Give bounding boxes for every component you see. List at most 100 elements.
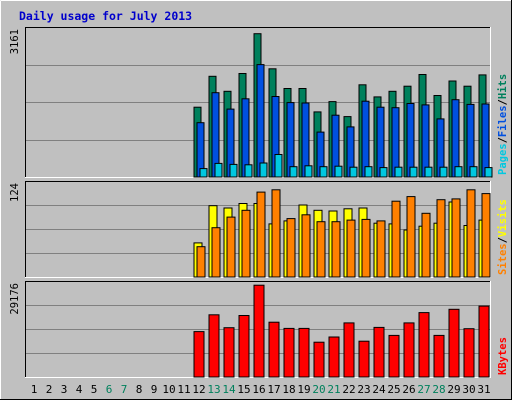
bar-sites-day-31 [481,193,491,278]
bar-kbytes-day-26 [403,322,415,378]
bar-kbytes-day-22 [343,322,355,378]
bar-kbytes-day-27 [418,312,430,378]
bar-sites-day-13 [211,227,221,278]
panel-max-label: 29176 [9,283,21,315]
bar-pages-day-12 [199,168,208,178]
bar-sites-day-19 [301,214,311,278]
bar-sites-day-17 [271,189,281,278]
bar-sites-day-20 [316,221,326,278]
legend-entry: Visits [497,199,509,237]
bar-sites-day-27 [421,212,431,278]
legend-entry: / [497,137,509,143]
bar-sites-day-12 [196,246,206,278]
x-tick-label: 1 [31,383,38,396]
bar-kbytes-day-18 [283,327,295,378]
x-tick-label: 4 [76,383,83,396]
x-tick-label: 21 [327,383,340,396]
x-tick-label: 8 [136,383,143,396]
bar-kbytes-day-14 [223,327,235,378]
bar-sites-day-30 [466,189,476,278]
bar-pages-day-31 [484,167,493,178]
bar-kbytes-day-19 [298,327,310,378]
bar-sites-day-23 [361,218,371,278]
bar-sites-day-24 [376,220,386,278]
bar-pages-day-13 [214,162,223,178]
bar-sites-day-29 [451,198,461,278]
bar-pages-day-16 [259,162,268,178]
bar-sites-day-18 [286,218,296,278]
bar-kbytes-day-28 [433,334,445,378]
bar-kbytes-day-17 [268,321,280,378]
x-tick-label: 5 [91,383,98,396]
bar-pages-day-27 [424,166,433,178]
x-tick-label: 20 [312,383,325,396]
x-tick-label: 11 [177,383,190,396]
x-tick-label: 7 [121,383,128,396]
legend-entry: Sites [497,243,509,275]
panels-group: 3161Pages/Files/Hits124Sites/Visits29176… [9,27,509,378]
series-sites [196,189,491,278]
bar-sites-day-28 [436,199,446,278]
panel-legend: KBytes [497,337,509,375]
bar-files-day-30 [466,103,475,178]
bar-sites-day-22 [346,219,356,278]
bar-kbytes-day-15 [238,315,250,378]
bar-kbytes-day-29 [448,308,460,378]
x-tick-label: 16 [252,383,265,396]
x-tick-label: 28 [432,383,445,396]
bar-kbytes-day-31 [478,305,490,378]
bar-pages-day-24 [379,167,388,178]
x-tick-label: 19 [297,383,310,396]
x-tick-label: 17 [267,383,280,396]
chart-title: Daily usage for July 2013 [19,9,192,23]
bar-pages-day-29 [454,166,463,178]
x-axis-labels: 1 2 3 4 5 6 7 8 9 10 11 12 13 14 15 16 17 18 19 20 21 22 23 24 2… [31,383,491,396]
bar-pages-day-14 [229,163,238,178]
series-kbytes [193,284,490,378]
legend-entry: / [497,237,509,243]
bar-pages-day-30 [469,166,478,178]
bar-kbytes-day-20 [313,341,325,378]
bar-kbytes-day-13 [208,314,220,378]
bar-pages-day-28 [439,166,448,178]
x-tick-label: 9 [151,383,158,396]
series-files [196,64,490,178]
legend-entry: KBytes [497,337,509,375]
bar-kbytes-day-30 [463,328,475,378]
x-tick-label: 27 [417,383,430,396]
bar-files-day-25 [391,107,400,178]
bar-sites-day-21 [331,221,341,278]
x-tick-label: 31 [477,383,490,396]
bar-files-day-31 [481,103,490,178]
x-tick-label: 6 [106,383,113,396]
bar-kbytes-day-16 [253,284,265,378]
x-tick-label: 12 [192,383,205,396]
x-tick-label: 14 [222,383,236,396]
bar-kbytes-day-25 [388,334,400,378]
bar-sites-day-14 [226,216,236,278]
x-tick-label: 29 [447,383,460,396]
bar-pages-day-19 [304,165,313,178]
x-tick-label: 3 [61,383,68,396]
legend-entry: Files [497,105,509,137]
bar-kbytes-day-24 [373,326,385,378]
bar-pages-day-15 [244,164,253,178]
x-tick-label: 26 [402,383,415,396]
bar-files-day-24 [376,106,385,178]
bar-sites-day-25 [391,200,401,278]
bar-pages-day-18 [289,166,298,178]
bar-files-day-16 [256,64,265,178]
x-tick-label: 22 [342,383,355,396]
x-tick-label: 10 [162,383,175,396]
bar-files-day-23 [361,100,370,178]
panel-max-label: 124 [9,183,21,202]
x-tick-label: 23 [357,383,370,396]
x-tick-label: 30 [462,383,475,396]
x-tick-label: 13 [207,383,220,396]
panel-legend: Sites/Visits [497,199,509,275]
bar-kbytes-day-12 [193,331,205,378]
bar-pages-day-22 [349,166,358,178]
x-tick-label: 25 [387,383,400,396]
